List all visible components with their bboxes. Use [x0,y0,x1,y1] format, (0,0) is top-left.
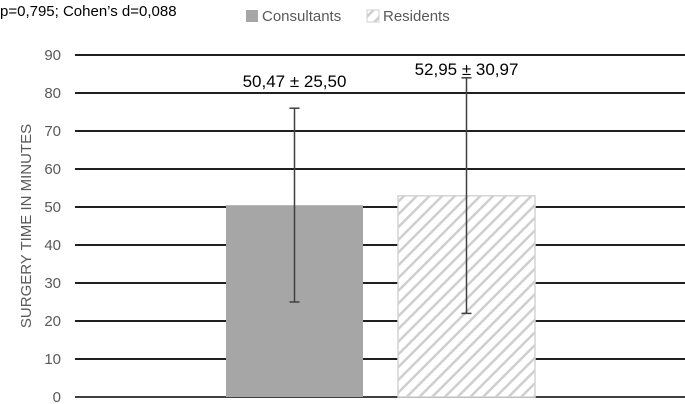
legend-label-consultants: Consultants [262,8,341,25]
y-tick-label-10: 10 [44,351,61,368]
y-tick-label-80: 80 [44,85,61,102]
stats-annotation: p=0,795; Cohen’s d=0,088 [0,3,177,20]
y-tick-label-50: 50 [44,199,61,216]
legend-label-residents: Residents [383,8,450,25]
gridlines [75,54,685,398]
legend-swatch-consultants [246,10,258,22]
bars [226,195,536,398]
data-label-consultants: 50,47 ± 25,50 [243,72,347,91]
y-tick-label-40: 40 [44,237,61,254]
y-tick-label-20: 20 [44,313,61,330]
legend: Consultants Residents [246,8,450,25]
data-label-residents: 52,95 ± 30,97 [415,60,519,79]
y-axis-title: SURGERY TIME IN MINUTES [18,124,35,328]
error-bars [289,77,472,315]
y-tick-label-30: 30 [44,275,61,292]
y-tick-label-70: 70 [44,123,61,140]
y-tick-label-0: 0 [53,389,61,404]
data-labels: 50,47 ± 25,50 52,95 ± 30,97 [243,60,519,91]
legend-swatch-residents [366,9,380,23]
y-tick-label-60: 60 [44,161,61,178]
y-tick-label-90: 90 [44,47,61,64]
y-tick-labels: 0 10 20 30 40 50 60 70 80 90 [44,47,61,404]
